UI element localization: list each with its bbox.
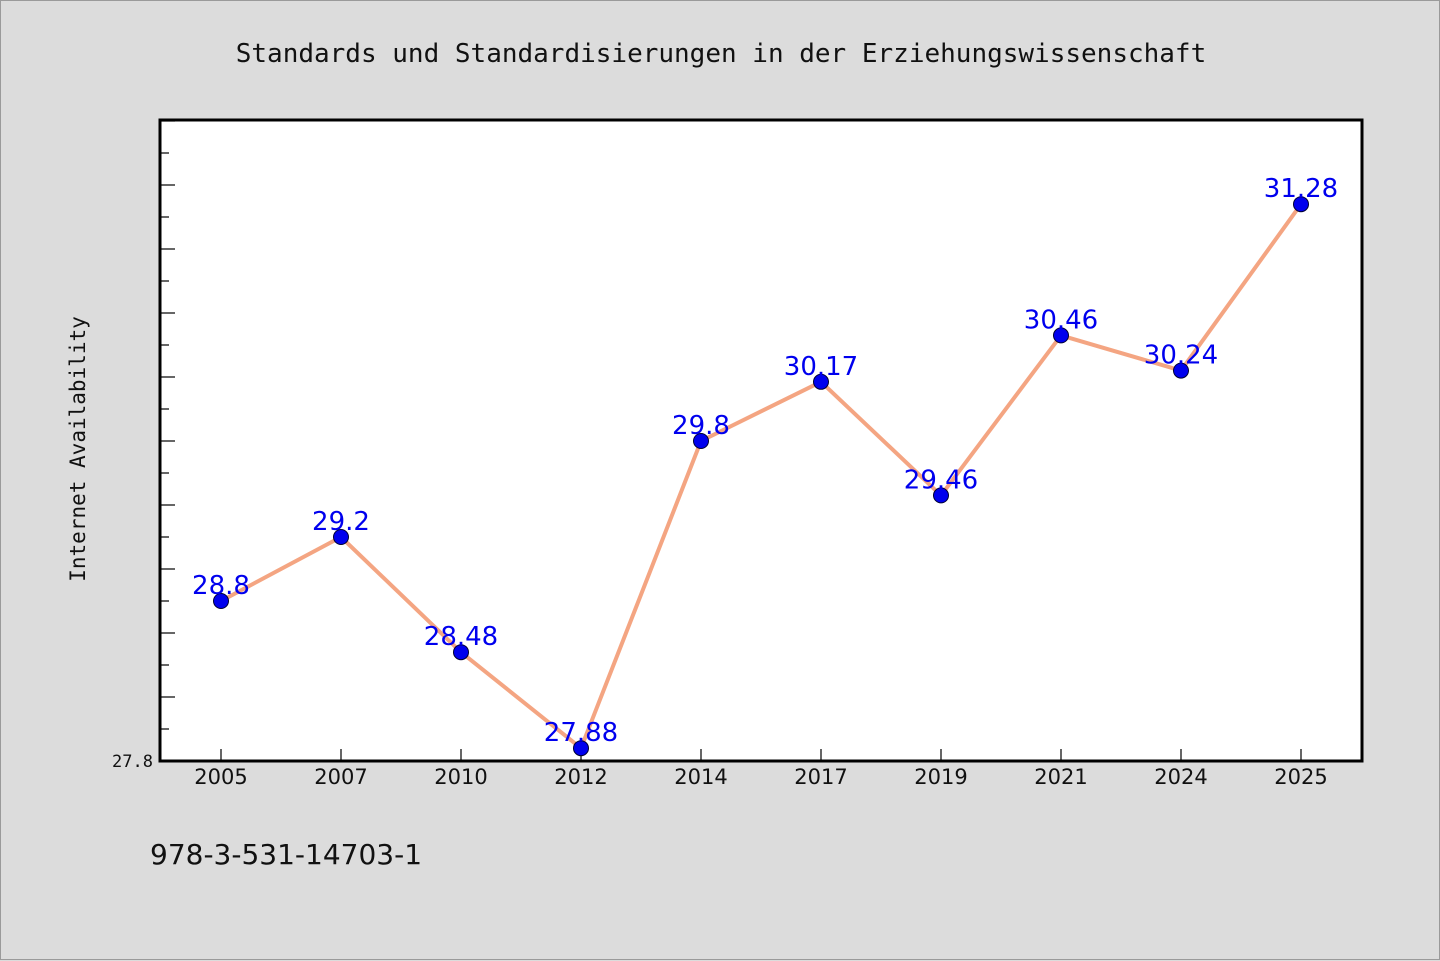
data-point: [1053, 327, 1069, 344]
data-point: [813, 373, 829, 390]
data-markers: [213, 196, 1309, 757]
data-label: 30.46: [1024, 305, 1098, 335]
data-label: 30.17: [784, 352, 858, 382]
plot-area: [158, 118, 1364, 763]
x-tick-label: 2017: [794, 765, 847, 789]
data-label: 29.8: [672, 411, 730, 441]
y-axis-label: Internet Availability: [66, 316, 90, 582]
x-tick-label: 2019: [914, 765, 967, 789]
data-labels: 28.8 29.2 28.48 27.88 29.8 30.17 29.46 30.46 30.…: [192, 174, 1338, 748]
x-tick-label: 2012: [554, 765, 607, 789]
x-tick-label: 2025: [1274, 765, 1327, 789]
data-label: 28.48: [424, 622, 498, 652]
data-label: 31.28: [1264, 174, 1338, 204]
x-tick-label: 2005: [194, 765, 247, 789]
x-tick-label: 2014: [674, 765, 727, 789]
data-point: [1173, 362, 1189, 379]
series-line: [220, 203, 1303, 751]
chart-title: Standards und Standardisierungen in der …: [236, 39, 1207, 69]
data-point: [1293, 196, 1309, 213]
data-label: 27.88: [544, 718, 618, 748]
x-tick-label: 2007: [314, 765, 367, 789]
data-point: [213, 593, 229, 609]
x-tick-label: 2024: [1154, 765, 1207, 789]
data-point: [333, 529, 349, 545]
x-axis-ticks: 2005 2007 2010 2012 2014 2017 2019 2021 2024 2025: [194, 749, 1328, 789]
data-point: [693, 433, 709, 449]
isbn-text: 978-3-531-14703-1: [150, 838, 422, 871]
y-axis-ticks: 27.8: [112, 120, 175, 772]
data-point: [573, 740, 589, 757]
series-polyline: [220, 203, 1303, 751]
data-label: 29.46: [904, 465, 978, 495]
x-tick-label: 2010: [434, 765, 487, 789]
x-tick-label: 2021: [1034, 765, 1087, 789]
y-tick-label: 27.8: [112, 752, 153, 772]
data-label: 29.2: [312, 507, 370, 537]
data-label: 30.24: [1144, 341, 1218, 371]
data-label: 28.8: [192, 571, 250, 601]
data-point: [933, 487, 949, 504]
data-point: [453, 644, 469, 661]
